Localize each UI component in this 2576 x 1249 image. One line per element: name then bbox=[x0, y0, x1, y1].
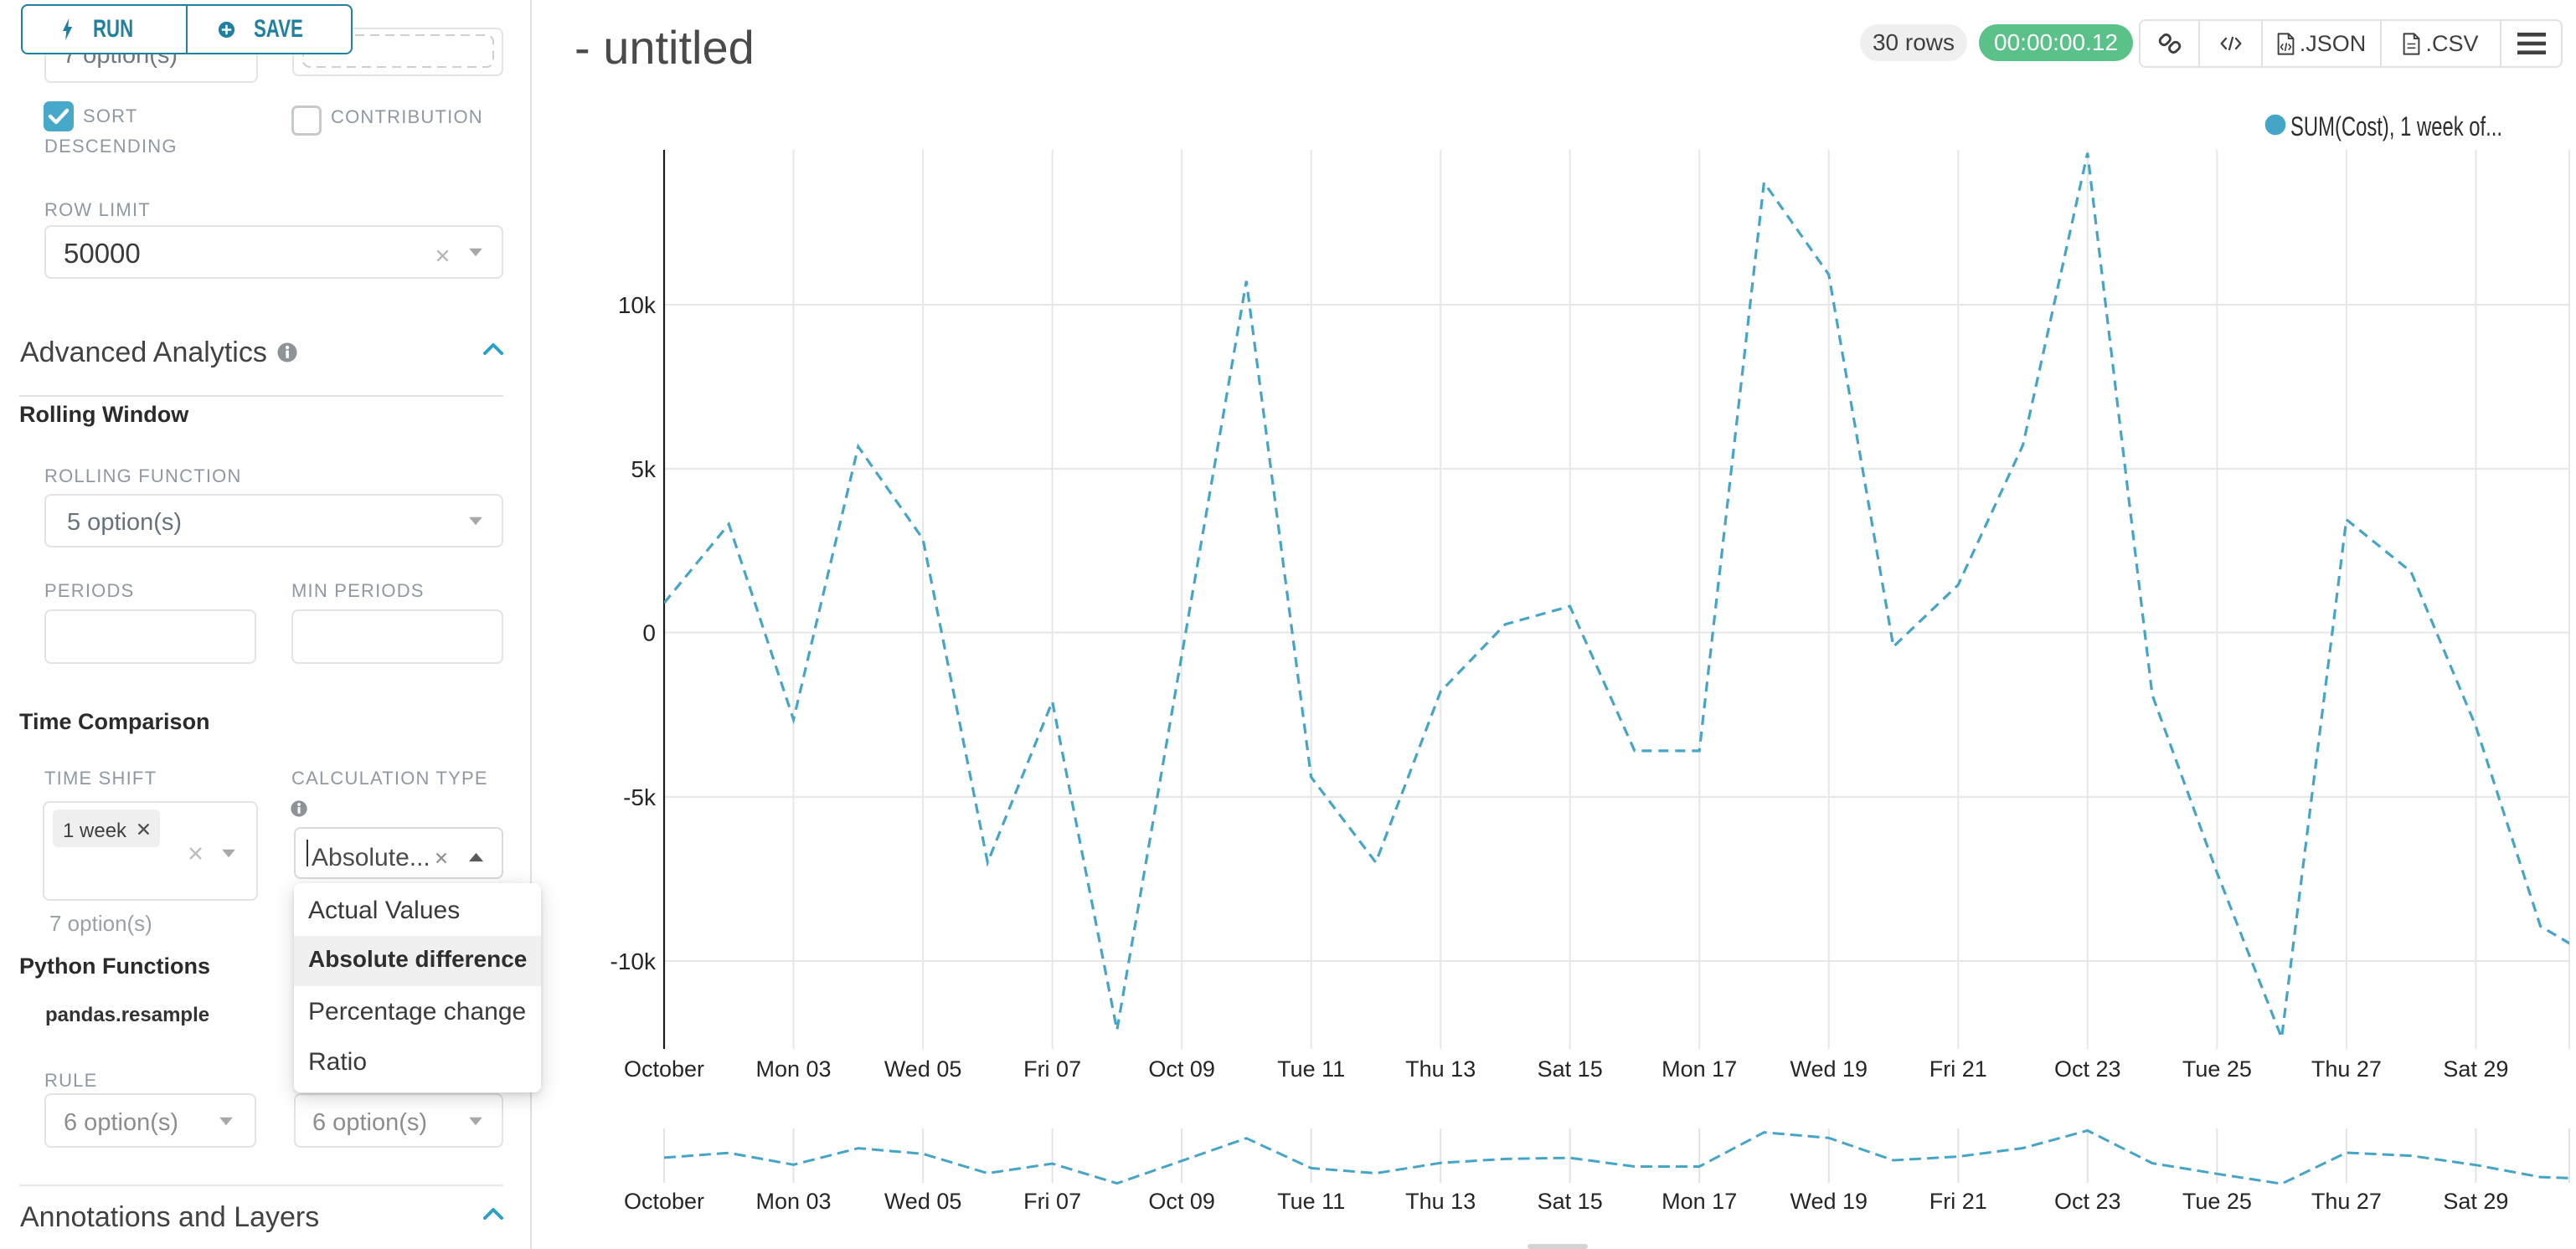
svg-text:Mon 03: Mon 03 bbox=[755, 1056, 831, 1082]
svg-text:-10k: -10k bbox=[611, 948, 657, 974]
svg-text:0: 0 bbox=[642, 620, 656, 646]
svg-text:Oct 23: Oct 23 bbox=[2054, 1056, 2121, 1082]
svg-text:Sat 29: Sat 29 bbox=[2443, 1056, 2508, 1082]
svg-text:Tue 25: Tue 25 bbox=[2182, 1056, 2252, 1082]
svg-text:Oct 09: Oct 09 bbox=[1148, 1056, 1215, 1082]
svg-text:5k: 5k bbox=[631, 456, 657, 482]
svg-text:Fri 07: Fri 07 bbox=[1023, 1189, 1081, 1214]
svg-text:Mon 03: Mon 03 bbox=[755, 1189, 831, 1214]
svg-text:Thu 13: Thu 13 bbox=[1405, 1056, 1476, 1082]
svg-text:-5k: -5k bbox=[623, 784, 657, 810]
svg-text:Fri 21: Fri 21 bbox=[1929, 1056, 1987, 1082]
svg-text:Wed 19: Wed 19 bbox=[1790, 1189, 1868, 1214]
svg-text:October: October bbox=[624, 1189, 704, 1214]
svg-text:Wed 05: Wed 05 bbox=[884, 1189, 962, 1214]
svg-text:Mon 17: Mon 17 bbox=[1662, 1056, 1737, 1082]
svg-text:Tue 11: Tue 11 bbox=[1277, 1056, 1345, 1082]
svg-text:Thu 27: Thu 27 bbox=[2311, 1056, 2382, 1082]
svg-text:Tue 25: Tue 25 bbox=[2182, 1189, 2252, 1214]
svg-text:SUM(Cost), 1 week of...: SUM(Cost), 1 week of... bbox=[2290, 111, 2502, 141]
svg-text:10k: 10k bbox=[618, 292, 657, 318]
svg-text:Oct 09: Oct 09 bbox=[1148, 1189, 1215, 1214]
svg-text:Sat 15: Sat 15 bbox=[1538, 1189, 1603, 1214]
svg-text:Sat 15: Sat 15 bbox=[1538, 1056, 1603, 1082]
svg-text:Thu 27: Thu 27 bbox=[2311, 1189, 2382, 1214]
svg-text:Fri 07: Fri 07 bbox=[1023, 1056, 1081, 1082]
svg-text:October: October bbox=[624, 1056, 704, 1082]
svg-text:Tue 11: Tue 11 bbox=[1277, 1189, 1345, 1214]
svg-text:Wed 19: Wed 19 bbox=[1790, 1056, 1868, 1082]
svg-text:Thu 13: Thu 13 bbox=[1405, 1189, 1476, 1214]
svg-text:Mon 17: Mon 17 bbox=[1662, 1189, 1737, 1214]
svg-text:Wed 05: Wed 05 bbox=[884, 1056, 962, 1082]
svg-text:Fri 21: Fri 21 bbox=[1929, 1189, 1987, 1214]
svg-text:Sat 29: Sat 29 bbox=[2443, 1189, 2508, 1214]
svg-text:Oct 23: Oct 23 bbox=[2054, 1189, 2121, 1214]
